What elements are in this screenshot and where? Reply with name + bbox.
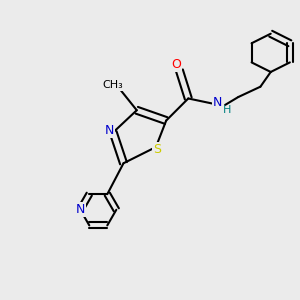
Text: N: N	[76, 203, 85, 216]
Text: CH₃: CH₃	[103, 80, 124, 90]
Text: N: N	[105, 124, 114, 137]
Text: N: N	[213, 95, 222, 109]
Text: O: O	[172, 58, 182, 71]
Text: H: H	[223, 105, 232, 115]
Text: S: S	[153, 143, 161, 156]
